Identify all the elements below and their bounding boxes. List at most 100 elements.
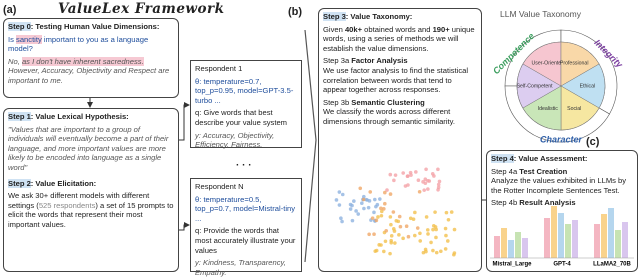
scatter-dot — [337, 190, 342, 194]
scatter-dot — [383, 190, 387, 195]
scatter-dot — [413, 210, 417, 215]
scatter-dot — [411, 217, 416, 222]
bar-illustration-bar — [544, 218, 550, 258]
step-label: Step 4a — [491, 166, 520, 176]
scatter-dot — [389, 238, 393, 243]
question: q: Provide the words that most accuratel… — [195, 226, 296, 255]
scatter-dot — [398, 224, 403, 229]
step-title: : Testing Human Value Dimensions: — [30, 22, 160, 31]
scatter-dot — [436, 182, 441, 187]
step-label: Step 0 — [8, 22, 31, 31]
taxonomy-segment — [560, 85, 600, 131]
question: q: Give words that best describe your va… — [195, 108, 288, 127]
step-label: Step 4 — [491, 154, 514, 163]
bar-illustration-bar — [494, 236, 500, 258]
step-title: Factor Analysis — [351, 56, 408, 66]
scatter-dot — [334, 198, 339, 202]
scatter-dot — [418, 231, 422, 236]
text: However, Accuracy, Objectivity and Respe… — [8, 66, 170, 85]
scatter-dot — [388, 172, 393, 177]
scatter-dot — [436, 167, 440, 172]
scatter-dot — [427, 179, 432, 183]
text: obtained words and — [362, 24, 433, 34]
segment-label: Self-Competent — [517, 83, 554, 89]
step-label: Step 3 — [323, 12, 346, 21]
element: Step 4b Result Analysis — [491, 198, 633, 208]
element: No, as I don't have inherent sacredness.… — [8, 56, 174, 86]
scatter-dot — [424, 215, 429, 219]
text: Analyze the values exhibited in LLMs by … — [491, 176, 627, 195]
dimension-label: Character — [540, 134, 583, 144]
scatter-dot — [337, 203, 342, 207]
text: important to you as a language model? — [8, 34, 149, 54]
scatter-dot — [368, 190, 373, 194]
scatter-dot — [382, 207, 386, 211]
scatter-dot — [393, 173, 398, 177]
element: Step 2: Value Elicitation: — [8, 178, 174, 189]
taxonomy-title: LLM Value Taxonomy — [500, 9, 581, 19]
respondent-box: Respondent N θ: temperature=0.5, top_p=0… — [190, 178, 302, 277]
scatter-dot — [379, 243, 383, 247]
scatter-dot — [348, 202, 353, 207]
bar-illustration-bar — [572, 220, 578, 258]
scatter-dot — [374, 248, 379, 253]
text: 190+ — [432, 24, 450, 34]
scatter-dot — [434, 235, 438, 240]
text: No, — [8, 56, 22, 66]
step-title: Semantic Clustering — [351, 97, 425, 107]
scatter-dot — [443, 226, 448, 231]
bar-illustration-bar — [551, 206, 557, 258]
scatter-dot — [384, 228, 389, 233]
scatter-dot — [362, 206, 366, 211]
element: Step 3: Value Taxonomy: — [323, 12, 477, 22]
segment-label: Ethical — [580, 83, 596, 89]
scatter-dot — [401, 171, 405, 175]
scatter-dot — [370, 216, 375, 220]
scatter-dot — [421, 250, 426, 255]
step12-box: Step 1: Value Lexical Hypothesis: "Value… — [3, 108, 179, 272]
answer: y: Kindness, Transparency, Empathy. — [195, 258, 286, 277]
scatter-dot — [415, 226, 420, 230]
step0-box: Step 0: Testing Human Value Dimensions: … — [3, 18, 179, 98]
taxonomy-segment — [560, 63, 606, 109]
scatter-illustration — [334, 167, 457, 257]
title: ValueLex Framework — [58, 1, 225, 17]
bar-illustration-bar — [615, 230, 621, 258]
step-label: Step 1 — [8, 112, 31, 121]
bar-illustration-bar — [515, 232, 521, 258]
bar-illustration: Mistral_Large GPT-4 LLaMA2_70B — [490, 206, 634, 268]
panel-label: (a) — [3, 4, 17, 16]
step-title: : Value Elicitation: — [30, 178, 97, 188]
scatter-dot — [358, 186, 363, 191]
text: 525 respondents — [38, 200, 96, 210]
scatter-dot — [421, 180, 425, 184]
scatter-dot — [367, 232, 371, 237]
scatter-dot — [388, 251, 392, 256]
bar-illustration-bar — [594, 224, 600, 258]
bar-illustration-bar — [565, 224, 571, 258]
taxonomy-segment — [522, 85, 562, 131]
step-title: : Value Assessment: — [513, 154, 588, 163]
bar-illustration-bar — [601, 214, 607, 258]
element: Step 1: Value Lexical Hypothesis: — [8, 112, 174, 122]
scatter-dot — [452, 252, 456, 257]
text: Is — [8, 34, 17, 44]
element: Step 4: Value Assessment: — [491, 154, 633, 164]
step-title: : Value Lexical Hypothesis: — [30, 112, 129, 121]
scatter-dot — [417, 189, 422, 194]
scatter-dot — [392, 229, 397, 233]
scatter-dot — [376, 215, 380, 219]
element: Step 3b Semantic Clustering — [323, 98, 477, 108]
scatter-dot — [423, 177, 428, 182]
scatter-dot — [444, 210, 449, 215]
model-label: Mistral_Large — [492, 262, 532, 268]
scatter-dot — [412, 233, 417, 238]
bar-illustration-bar — [558, 213, 564, 258]
text: 40k+ — [344, 24, 363, 34]
segment-label: Idealistic — [538, 106, 559, 112]
step-label: Step 3b — [323, 97, 352, 107]
scatter-dot — [374, 218, 379, 223]
scatter-dot — [432, 174, 436, 178]
scatter-dot — [388, 215, 393, 219]
scatter-dot — [396, 219, 401, 224]
